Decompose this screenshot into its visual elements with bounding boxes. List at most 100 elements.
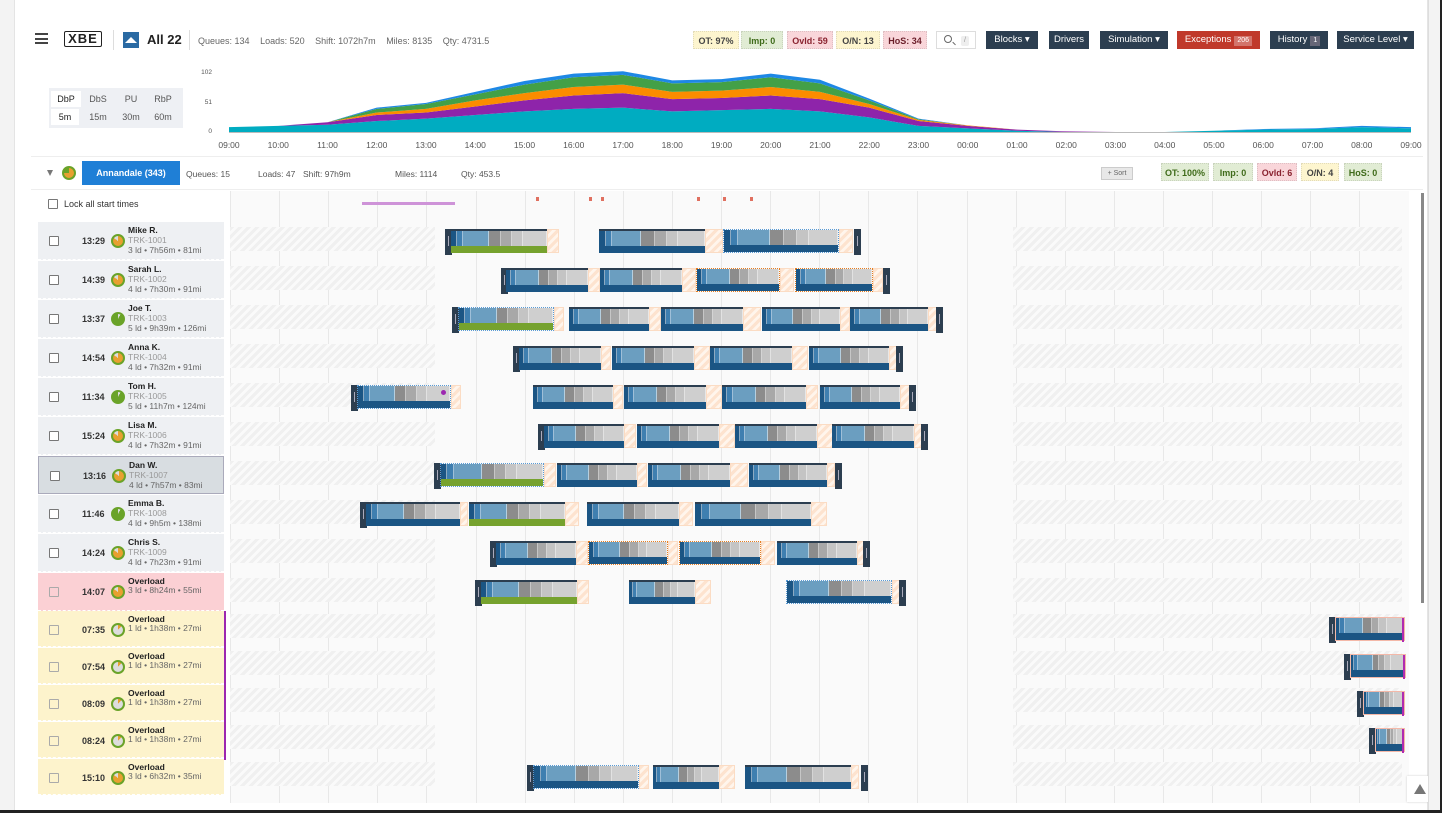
load-block[interactable] xyxy=(809,346,889,370)
group-badge-improper[interactable]: Imp: 0 xyxy=(1213,163,1253,181)
driver-checkbox[interactable] xyxy=(49,509,59,519)
driver-row[interactable]: 13:29 Mike R. TRK-1001 3 ld • 7h56m • 81mi xyxy=(38,222,224,260)
load-block[interactable] xyxy=(569,307,649,331)
driver-row[interactable]: 11:46 Emma B. TRK-1008 4 ld • 9h5m • 138mi xyxy=(38,495,224,533)
badge-overload[interactable]: Ovld: 59 xyxy=(787,31,833,49)
load-block[interactable] xyxy=(762,307,840,331)
mode-rbp-button[interactable]: RbP xyxy=(154,94,172,104)
block-start-handle[interactable] xyxy=(1344,654,1351,680)
load-block[interactable] xyxy=(588,541,668,565)
driver-checkbox[interactable] xyxy=(49,587,59,597)
driver-row[interactable]: 11:34 Tom H. TRK-1005 5 ld • 11h7m • 124mi xyxy=(38,378,224,416)
load-block[interactable] xyxy=(786,580,892,604)
block-start-handle[interactable] xyxy=(445,229,452,255)
event-marker[interactable] xyxy=(750,197,753,201)
group-badge-hos[interactable]: HoS: 0 xyxy=(1344,163,1382,181)
load-block[interactable] xyxy=(357,385,451,409)
load-block[interactable] xyxy=(557,463,637,487)
block-start-handle[interactable] xyxy=(452,307,459,333)
block-start-handle[interactable] xyxy=(475,580,482,606)
lock-checkbox[interactable] xyxy=(48,199,58,209)
load-block[interactable] xyxy=(832,424,914,448)
driver-checkbox[interactable] xyxy=(49,773,59,783)
interval-5m-button[interactable]: 5m xyxy=(51,109,79,125)
driver-row[interactable]: 07:54 Overload 1 ld • 1h38m • 27mi xyxy=(38,648,226,686)
load-block[interactable] xyxy=(795,268,873,292)
driver-row[interactable]: 13:37 Joe T. TRK-1003 5 ld • 9h39m • 126mi xyxy=(38,300,224,338)
event-marker[interactable] xyxy=(589,197,592,201)
driver-start-time[interactable]: 14:24 xyxy=(82,548,106,558)
stacked-area-chart[interactable] xyxy=(229,70,1411,132)
load-block[interactable] xyxy=(624,385,706,409)
load-block[interactable] xyxy=(777,541,857,565)
block-start-handle[interactable] xyxy=(351,385,358,411)
driver-row[interactable]: 14:54 Anna K. TRK-1004 4 ld • 7h32m • 91mi xyxy=(38,339,224,377)
driver-start-time[interactable]: 11:46 xyxy=(82,509,105,519)
load-block[interactable] xyxy=(1375,728,1405,753)
driver-checkbox[interactable] xyxy=(49,392,59,402)
load-block[interactable] xyxy=(506,268,588,292)
event-marker[interactable] xyxy=(601,197,604,201)
block-start-handle[interactable] xyxy=(501,268,508,294)
load-block[interactable] xyxy=(587,502,679,526)
group-badge-overnight[interactable]: O/N: 4 xyxy=(1301,163,1339,181)
badge-overnight[interactable]: O/N: 13 xyxy=(836,31,880,49)
driver-row[interactable]: 07:35 Overload 1 ld • 1h38m • 27mi xyxy=(38,611,226,649)
driver-start-time[interactable]: 07:54 xyxy=(82,662,106,672)
block-end-handle[interactable] xyxy=(909,385,916,411)
block-end-handle[interactable] xyxy=(936,307,943,333)
driver-row[interactable]: 13:16 Dan W. TRK-1007 4 ld • 7h57m • 83mi xyxy=(38,456,224,494)
interval-30m-button[interactable]: 30m xyxy=(122,112,140,122)
event-marker[interactable] xyxy=(536,197,539,201)
group-name-button[interactable]: Annandale (343) xyxy=(82,161,180,185)
driver-checkbox[interactable] xyxy=(49,736,59,746)
load-block[interactable] xyxy=(723,229,839,253)
block-start-handle[interactable] xyxy=(434,463,441,489)
load-block[interactable] xyxy=(1363,691,1405,716)
driver-checkbox[interactable] xyxy=(49,353,59,363)
load-block[interactable] xyxy=(820,385,900,409)
block-start-handle[interactable] xyxy=(1329,617,1336,643)
block-start-handle[interactable] xyxy=(490,541,497,567)
driver-start-time[interactable]: 15:10 xyxy=(82,773,106,783)
group-badge-ontime[interactable]: OT: 100% xyxy=(1161,163,1209,181)
driver-row[interactable]: 15:24 Lisa M. TRK-1006 4 ld • 7h32m • 91mi xyxy=(38,417,224,455)
vertical-scrollbar[interactable] xyxy=(1421,193,1424,603)
load-block[interactable] xyxy=(1335,617,1405,642)
load-block[interactable] xyxy=(749,463,827,487)
load-block[interactable] xyxy=(481,580,577,604)
driver-start-time[interactable]: 14:07 xyxy=(82,587,106,597)
block-end-handle[interactable] xyxy=(896,346,903,372)
search-input[interactable]: / xyxy=(936,31,976,49)
blocks-dropdown-button[interactable]: Blocks ▾ xyxy=(986,31,1038,49)
load-block[interactable] xyxy=(366,502,460,526)
mode-dbs-button[interactable]: DbS xyxy=(89,94,107,104)
driver-start-time[interactable]: 08:24 xyxy=(82,736,106,746)
load-block[interactable] xyxy=(458,307,554,331)
block-start-handle[interactable] xyxy=(513,346,520,372)
block-start-handle[interactable] xyxy=(1369,728,1376,754)
driver-row[interactable]: 15:10 Overload 3 ld • 6h32m • 35mi xyxy=(38,759,224,795)
workspace-title[interactable]: All 22 xyxy=(147,32,182,47)
event-marker[interactable] xyxy=(697,197,700,201)
badge-improper[interactable]: Imp: 0 xyxy=(741,31,783,49)
load-block[interactable] xyxy=(519,346,601,370)
driver-start-time[interactable]: 14:39 xyxy=(82,275,106,285)
driver-start-time[interactable]: 08:09 xyxy=(82,699,106,709)
load-block[interactable] xyxy=(1350,654,1406,679)
block-end-handle[interactable] xyxy=(835,463,842,489)
driver-start-time[interactable]: 14:54 xyxy=(82,353,106,363)
sort-button[interactable]: + Sort xyxy=(1101,167,1133,180)
load-block[interactable] xyxy=(722,385,806,409)
service-level-dropdown-button[interactable]: Service Level ▾ xyxy=(1337,31,1414,49)
drivers-button[interactable]: Drivers xyxy=(1049,31,1089,49)
simulation-dropdown-button[interactable]: Simulation ▾ xyxy=(1100,31,1168,49)
load-block[interactable] xyxy=(469,502,565,526)
block-start-handle[interactable] xyxy=(527,765,534,791)
driver-checkbox[interactable] xyxy=(50,471,60,481)
badge-ontime[interactable]: OT: 97% xyxy=(693,31,739,49)
driver-start-time[interactable]: 11:34 xyxy=(82,392,105,402)
driver-row[interactable]: 14:24 Chris S. TRK-1009 4 ld • 7h23m • 91mi xyxy=(38,534,224,572)
timeline-grid[interactable] xyxy=(230,191,1409,803)
load-block[interactable] xyxy=(850,307,928,331)
